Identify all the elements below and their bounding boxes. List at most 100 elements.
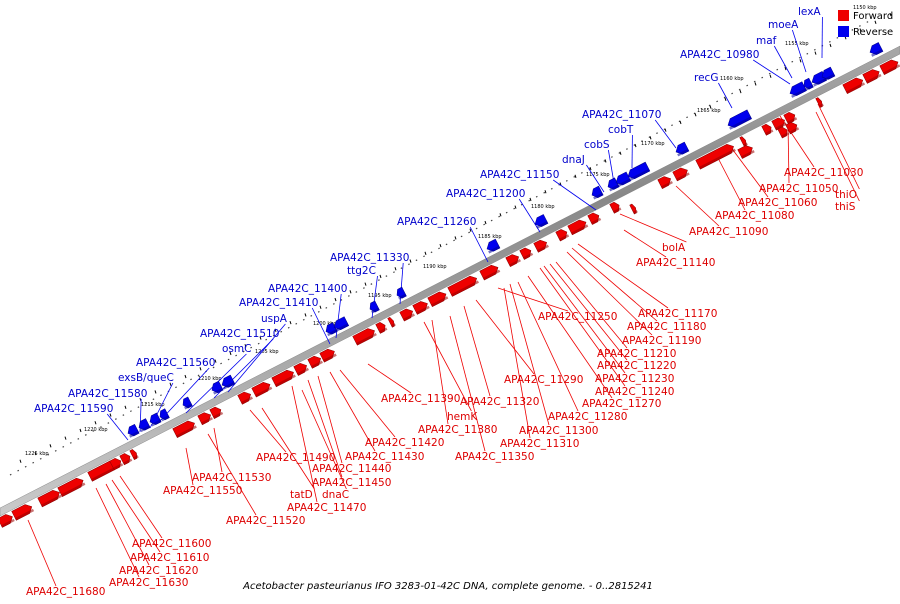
forward-gene-label: APA42C_11440 (312, 463, 391, 475)
forward-gene[interactable] (130, 449, 139, 460)
reverse-gene[interactable] (674, 142, 689, 156)
reverse-gene-label: dnaJ (562, 154, 585, 166)
scale-tick-label: 1190 kbp (423, 264, 447, 270)
minor-tick (590, 167, 591, 170)
forward-gene[interactable] (738, 143, 755, 158)
reverse-gene[interactable] (533, 214, 548, 228)
forward-gene[interactable] (740, 136, 748, 147)
scale-tick-label: 1210 kbp (198, 376, 222, 382)
reverse-gene[interactable] (868, 42, 883, 56)
minor-tick (515, 206, 516, 209)
reverse-gene-label: uspA (261, 313, 288, 325)
reverse-gene[interactable] (126, 424, 139, 437)
minor-tick (455, 236, 456, 239)
forward-gene[interactable] (816, 97, 824, 108)
reverse-gene[interactable] (485, 239, 500, 253)
minor-tick (500, 213, 501, 216)
minor-tick (95, 421, 96, 424)
scale-line (10, 18, 875, 475)
minor-tick (485, 221, 486, 224)
forward-gene[interactable] (388, 317, 396, 328)
minor-tick (605, 159, 606, 162)
minor-tick (680, 121, 681, 124)
forward-gene-label: APA42C_11060 (738, 197, 817, 209)
reverse-leader-line (774, 46, 792, 78)
minor-tick (335, 298, 336, 301)
minor-tick (830, 44, 831, 47)
legend-forward-swatch (838, 10, 849, 21)
reverse-gene-label: cobT (608, 124, 634, 136)
forward-gene-label: APA42C_11170 (638, 308, 717, 320)
forward-gene-label: APA42C_11080 (715, 210, 794, 222)
minor-tick (395, 267, 396, 270)
forward-leader-line (464, 306, 490, 396)
scale-tick-label: 1160 kbp (720, 76, 744, 82)
forward-leader-line (28, 520, 56, 586)
forward-gene-label: APA42C_11390 (381, 393, 460, 405)
forward-gene-label: APA42C_11230 (595, 373, 674, 385)
forward-gene-label: APA42C_11290 (504, 374, 583, 386)
reverse-gene[interactable] (368, 301, 380, 314)
gene-labels: lexAmoeAmafAPA42C_10980recGAPA42C_11070c… (26, 6, 863, 598)
forward-gene-label: APA42C_11250 (538, 311, 617, 323)
forward-gene-label: APA42C_11300 (519, 425, 598, 437)
forward-gene[interactable] (630, 203, 638, 214)
minor-tick (770, 75, 771, 78)
forward-gene-label: APA42C_11490 (256, 452, 335, 464)
minor-tick (305, 313, 306, 316)
reverse-gene[interactable] (395, 287, 407, 300)
reverse-gene-label: cobS (584, 139, 610, 151)
minor-tick (365, 283, 366, 286)
reverse-leader-line (718, 83, 732, 108)
minor-tick (665, 129, 666, 132)
forward-gene-label: APA42C_11030 (784, 167, 863, 179)
forward-gene-label: APA42C_11600 (132, 538, 211, 550)
minor-tick (185, 375, 186, 378)
reverse-gene[interactable] (181, 397, 193, 410)
forward-leader-line (432, 320, 448, 424)
forward-gene-label: APA42C_11310 (500, 438, 579, 450)
reverse-gene-label: APA42C_11200 (446, 188, 525, 200)
minor-tick (575, 175, 576, 178)
forward-gene-label: tatD (290, 489, 313, 501)
forward-gene[interactable] (610, 201, 622, 214)
forward-leader-line (214, 428, 222, 472)
minor-tick (20, 460, 21, 463)
minor-tick (410, 260, 411, 263)
reverse-gene[interactable] (137, 419, 150, 432)
forward-gene-label: APA42C_11190 (622, 335, 701, 347)
forward-gene-label: APA42C_11620 (119, 565, 198, 577)
forward-leader-line (368, 364, 411, 393)
minor-tick (80, 429, 81, 432)
reverse-gene-label: osmC (222, 343, 251, 355)
forward-gene-label: hemK (447, 411, 478, 423)
forward-gene-label: APA42C_11350 (455, 451, 534, 463)
scale-tick-label: 1185 kbp (478, 234, 502, 240)
reverse-gene-label: APA42C_11070 (582, 109, 661, 121)
forward-gene-label: APA42C_11680 (26, 586, 105, 598)
legend-reverse-label: Reverse (853, 27, 893, 38)
forward-gene-label: thiS (835, 201, 856, 213)
scale-tick-label: 1165 kbp (697, 108, 721, 114)
reverse-gene-label: lexA (798, 6, 821, 18)
reverse-gene-label: exsB/queC (118, 372, 174, 384)
scale-tick-label: 1180 kbp (531, 204, 555, 210)
forward-gene-label: APA42C_11630 (109, 577, 188, 589)
forward-gene-label: thiO (835, 189, 857, 201)
forward-gene[interactable] (762, 123, 774, 136)
forward-gene-label: bolA (662, 242, 686, 254)
forward-gene-label: APA42C_11180 (627, 321, 706, 333)
forward-gene-label: APA42C_11430 (345, 451, 424, 463)
scale-tick-label: 1225 kbp (25, 451, 49, 457)
forward-gene-label: APA42C_11140 (636, 257, 715, 269)
legend: Forward Reverse (838, 10, 893, 38)
reverse-gene[interactable] (148, 413, 161, 426)
forward-gene[interactable] (376, 321, 388, 334)
reverse-leader-line (608, 150, 614, 183)
reverse-gene-label: APA42C_11150 (480, 169, 559, 181)
forward-gene-label: APA42C_11530 (192, 472, 271, 484)
minor-tick (800, 59, 801, 62)
minor-tick (530, 198, 531, 201)
minor-tick (425, 252, 426, 255)
